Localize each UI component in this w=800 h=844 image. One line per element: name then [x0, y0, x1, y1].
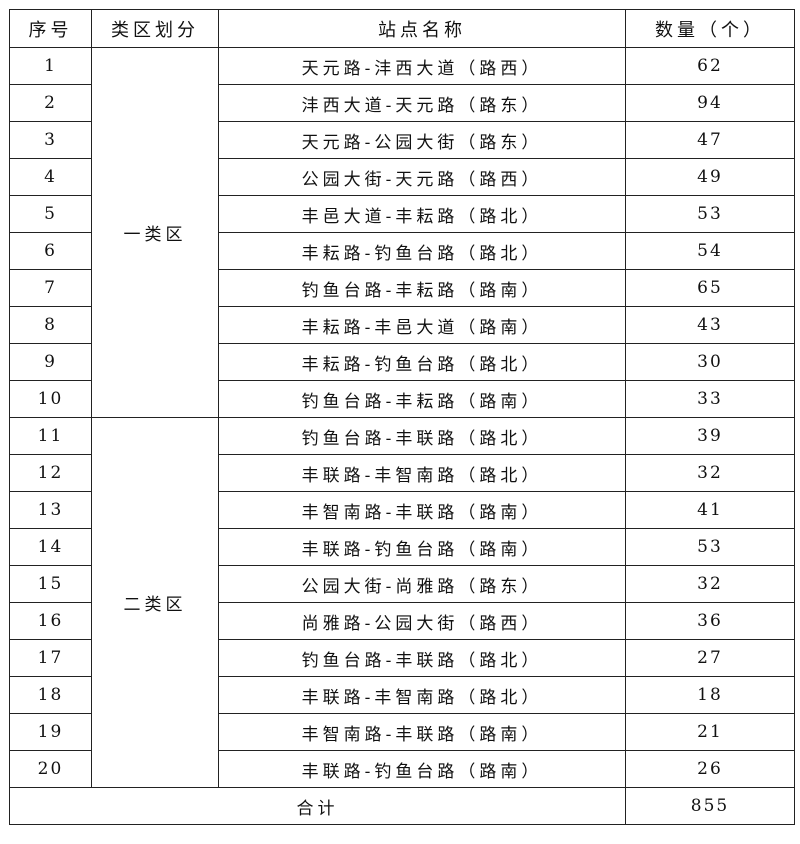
total-row: 合计 855: [9, 787, 795, 825]
header-station: 站点名称: [218, 9, 626, 48]
table-row: 18 丰联路-丰智南路（路北） 18: [9, 676, 795, 714]
table-row: 8 丰耘路-丰邑大道（路南） 43: [9, 306, 795, 344]
row-no: 7: [9, 269, 92, 307]
station-name: 钓鱼台路-丰联路（路北）: [218, 639, 626, 677]
station-count: 49: [625, 158, 795, 196]
row-no: 18: [9, 676, 92, 714]
header-no: 序号: [9, 9, 92, 48]
station-name: 公园大街-尚雅路（路东）: [218, 565, 626, 603]
table-row: 14 丰联路-钓鱼台路（路南） 53: [9, 528, 795, 566]
station-name: 钓鱼台路-丰耘路（路南）: [218, 380, 626, 418]
table-row: 20 丰联路-钓鱼台路（路南） 26: [9, 750, 795, 788]
table-row: 19 丰智南路-丰联路（路南） 21: [9, 713, 795, 751]
station-count: 39: [625, 417, 795, 455]
table-row: 1 一类区 天元路-沣西大道（路西） 62: [9, 47, 795, 418]
station-count: 53: [625, 528, 795, 566]
station-count: 21: [625, 713, 795, 751]
station-count: 18: [625, 676, 795, 714]
table-row: 12 丰联路-丰智南路（路北） 32: [9, 454, 795, 492]
table-row: 6 丰耘路-钓鱼台路（路北） 54: [9, 232, 795, 270]
station-name: 丰耘路-钓鱼台路（路北）: [218, 343, 626, 381]
row-no: 5: [9, 195, 92, 233]
row-no: 2: [9, 84, 92, 122]
row-no: 17: [9, 639, 92, 677]
row-no: 1: [9, 47, 92, 85]
total-value: 855: [625, 787, 795, 825]
station-name: 公园大街-天元路（路西）: [218, 158, 626, 196]
station-count: 27: [625, 639, 795, 677]
station-name: 天元路-公园大街（路东）: [218, 121, 626, 159]
station-name: 天元路-沣西大道（路西）: [218, 47, 626, 85]
station-name: 丰联路-丰智南路（路北）: [218, 676, 626, 714]
station-name: 丰联路-钓鱼台路（路南）: [218, 750, 626, 788]
zone-cell: 一类区: [91, 47, 219, 418]
station-count: 94: [625, 84, 795, 122]
row-no: 8: [9, 306, 92, 344]
row-no: 4: [9, 158, 92, 196]
station-count: 54: [625, 232, 795, 270]
table-row: 15 公园大街-尚雅路（路东） 32: [9, 565, 795, 603]
total-label: 合计: [9, 787, 626, 825]
table-row: 17 钓鱼台路-丰联路（路北） 27: [9, 639, 795, 677]
row-no: 13: [9, 491, 92, 529]
table-row: 3 天元路-公园大街（路东） 47: [9, 121, 795, 159]
header-zone: 类区划分: [91, 9, 219, 48]
station-name: 丰耘路-丰邑大道（路南）: [218, 306, 626, 344]
row-no: 15: [9, 565, 92, 603]
station-count: 62: [625, 47, 795, 85]
station-name: 钓鱼台路-丰耘路（路南）: [218, 269, 626, 307]
station-name: 沣西大道-天元路（路东）: [218, 84, 626, 122]
station-name: 尚雅路-公园大街（路西）: [218, 602, 626, 640]
station-name: 钓鱼台路-丰联路（路北）: [218, 417, 626, 455]
table-row: 10 钓鱼台路-丰耘路（路南） 33: [9, 380, 795, 418]
station-name: 丰智南路-丰联路（路南）: [218, 713, 626, 751]
station-count: 53: [625, 195, 795, 233]
station-count: 32: [625, 565, 795, 603]
row-no: 6: [9, 232, 92, 270]
station-name: 丰邑大道-丰耘路（路北）: [218, 195, 626, 233]
zone-cell: 二类区: [91, 417, 219, 788]
row-no: 14: [9, 528, 92, 566]
station-count: 32: [625, 454, 795, 492]
row-no: 3: [9, 121, 92, 159]
row-no: 12: [9, 454, 92, 492]
station-name: 丰耘路-钓鱼台路（路北）: [218, 232, 626, 270]
station-count: 65: [625, 269, 795, 307]
station-count: 41: [625, 491, 795, 529]
row-no: 20: [9, 750, 92, 788]
row-no: 9: [9, 343, 92, 381]
station-count-table: 序号 类区划分 站点名称 数量（个） 1 一类区 天元路-沣西大道（路西） 62 2 沣西…: [9, 9, 795, 825]
row-no: 11: [9, 417, 92, 455]
row-no: 19: [9, 713, 92, 751]
table-row: 2 沣西大道-天元路（路东） 94: [9, 84, 795, 122]
table-row: 16 尚雅路-公园大街（路西） 36: [9, 602, 795, 640]
table-row: 5 丰邑大道-丰耘路（路北） 53: [9, 195, 795, 233]
header-count: 数量（个）: [625, 9, 795, 48]
station-count: 26: [625, 750, 795, 788]
station-count: 30: [625, 343, 795, 381]
row-no: 16: [9, 602, 92, 640]
station-name: 丰智南路-丰联路（路南）: [218, 491, 626, 529]
header-row: 序号 类区划分 站点名称 数量（个）: [9, 9, 795, 48]
station-count: 43: [625, 306, 795, 344]
station-count: 47: [625, 121, 795, 159]
station-count: 36: [625, 602, 795, 640]
table-row: 11 二类区 钓鱼台路-丰联路（路北） 39: [9, 417, 795, 788]
station-count: 33: [625, 380, 795, 418]
station-name: 丰联路-钓鱼台路（路南）: [218, 528, 626, 566]
table-row: 9 丰耘路-钓鱼台路（路北） 30: [9, 343, 795, 381]
row-no: 10: [9, 380, 92, 418]
station-name: 丰联路-丰智南路（路北）: [218, 454, 626, 492]
